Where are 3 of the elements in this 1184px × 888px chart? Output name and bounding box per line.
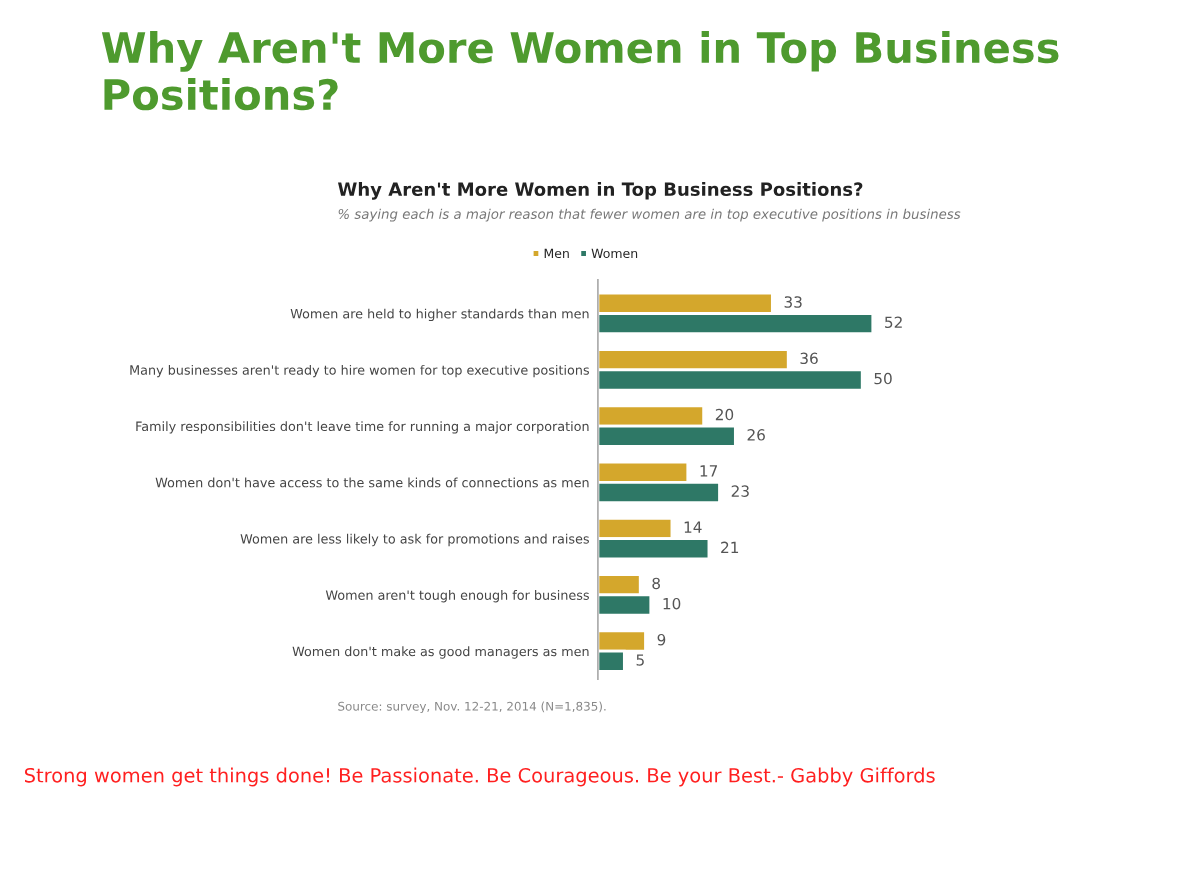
chart-title: Why Aren't More Women in Top Business Positions? xyxy=(101,31,1059,111)
chart-subtitle: Why Aren't More Women in Top Business Positions? xyxy=(337,182,863,200)
text: Strong women get things done! Be Passionate. Be Courageous. Be your Best.- Gabby Giffords xyxy=(24,767,935,787)
